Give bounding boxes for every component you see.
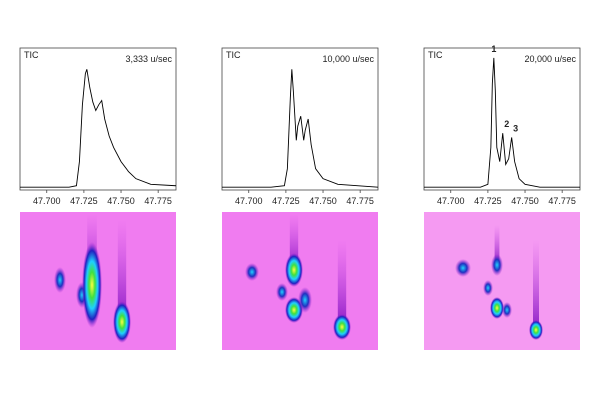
panel-label: TIC (24, 50, 39, 60)
plot-frame (221, 47, 379, 191)
peak-spot (483, 280, 493, 296)
peak-spot (490, 297, 504, 319)
streak (289, 214, 299, 270)
peak-spot (298, 287, 312, 313)
x-tick-label: 47.750 (107, 196, 135, 206)
peak-spot (113, 301, 131, 343)
peak-label: 2 (504, 119, 509, 129)
tic-line (424, 57, 580, 188)
x-tick-label: 47.775 (346, 196, 374, 206)
contour-background (424, 212, 580, 350)
peak-spot (333, 314, 351, 340)
peak-spot (245, 263, 259, 281)
speed-label: 3,333 u/sec (125, 54, 172, 64)
streak (494, 225, 500, 265)
peak-spot (54, 267, 66, 293)
peak-spot (529, 320, 543, 340)
x-tick-label: 47.725 (70, 196, 98, 206)
plot-frame (19, 47, 177, 191)
peak-spot (491, 254, 503, 276)
panel-label: TIC (428, 50, 443, 60)
tic-line (20, 69, 177, 188)
x-tick-label: 47.725 (272, 196, 300, 206)
x-tick-label: 47.700 (235, 196, 263, 206)
contour-plot (20, 212, 176, 350)
plot-frame (423, 47, 581, 191)
x-tick-label: 47.775 (144, 196, 172, 206)
panel-label: TIC (226, 50, 241, 60)
x-tick-label: 47.725 (474, 196, 502, 206)
peak-label: 3 (513, 123, 518, 133)
contour-plot (222, 212, 378, 350)
x-tick-label: 47.700 (33, 196, 61, 206)
peak-label: 1 (491, 44, 496, 54)
peak-spot (82, 242, 102, 328)
streak (337, 240, 347, 327)
streak (533, 240, 539, 330)
speed-label: 20,000 u/sec (524, 54, 576, 64)
peak-spot (455, 259, 471, 277)
x-tick-label: 47.775 (548, 196, 576, 206)
speed-label: 10,000 u/sec (322, 54, 374, 64)
tic-line (222, 69, 379, 188)
streak (117, 220, 127, 322)
peak-spot (502, 302, 512, 318)
x-tick-label: 47.750 (511, 196, 539, 206)
x-tick-label: 47.750 (309, 196, 337, 206)
peak-spot (285, 253, 303, 287)
x-tick-label: 47.700 (437, 196, 465, 206)
contour-plot (424, 212, 580, 350)
peak-spot (276, 283, 288, 301)
